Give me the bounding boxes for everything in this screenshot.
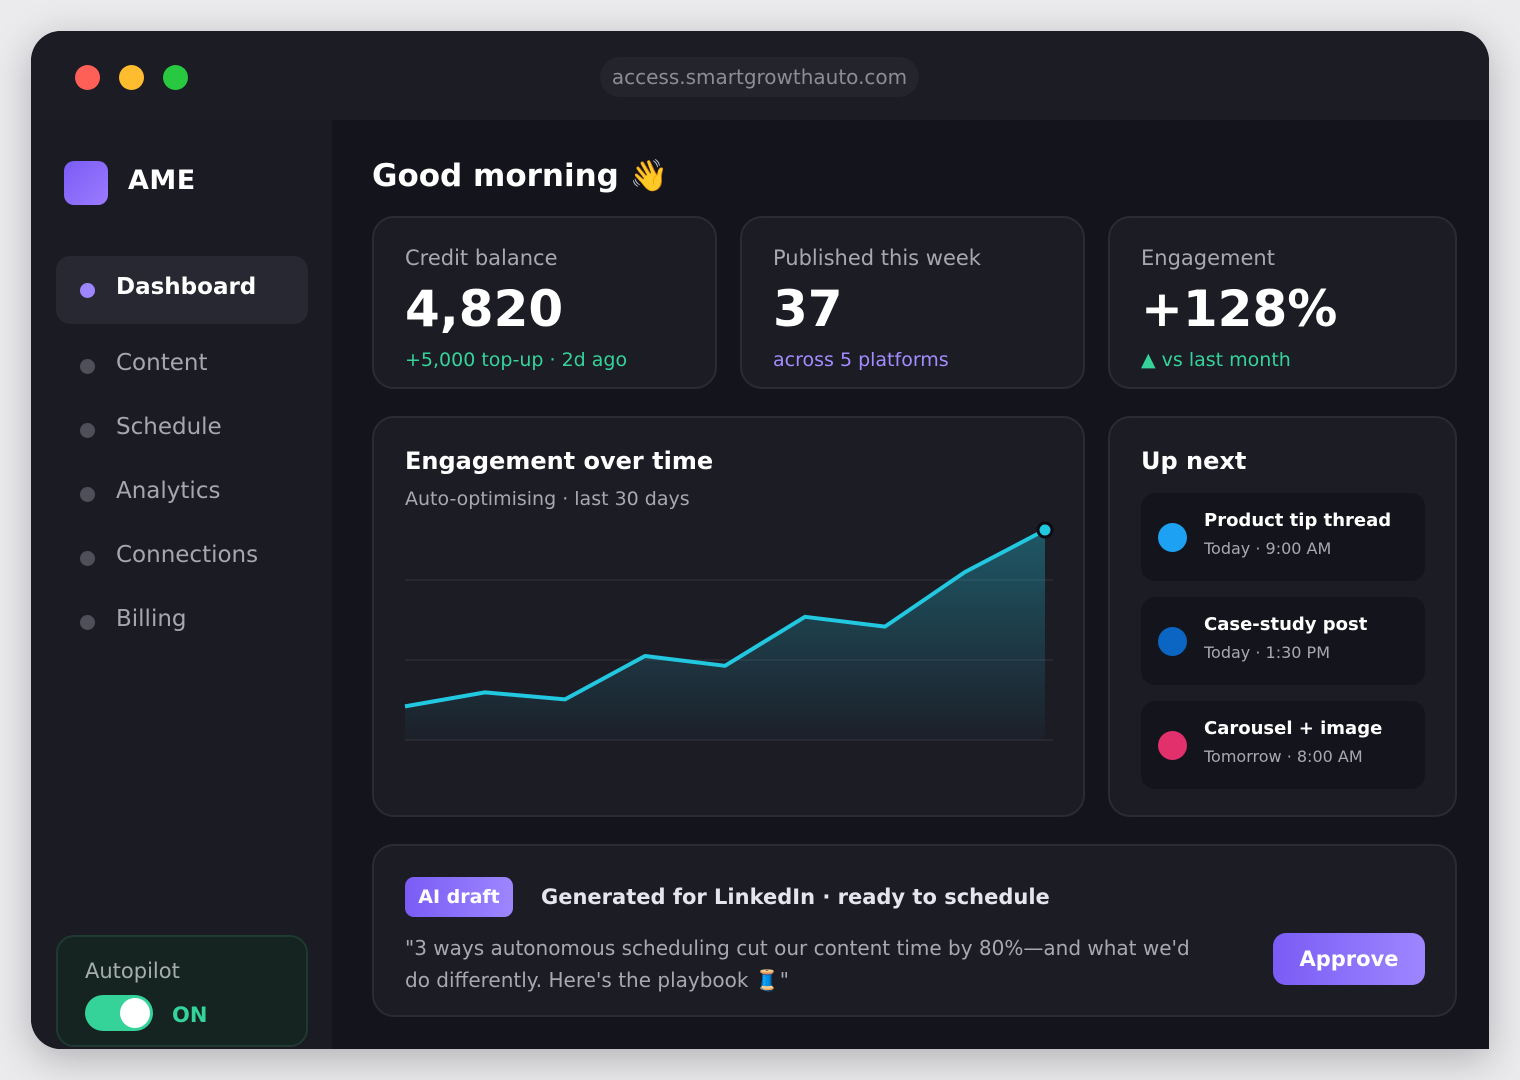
stat-label: Credit balance xyxy=(405,246,558,270)
up-next-item[interactable]: Product tip thread Today · 9:00 AM xyxy=(1141,493,1425,581)
app-logo-icon xyxy=(64,161,108,205)
nav-bullet-icon xyxy=(80,359,95,374)
up-next-item-name: Case-study post xyxy=(1204,614,1368,635)
app-window: access.smartgrowthauto.com AME Dashboard… xyxy=(31,31,1489,1049)
stat-card-credit-balance: Credit balance 4,820 +5,000 top-up · 2d … xyxy=(372,216,717,389)
stat-label: Engagement xyxy=(1141,246,1275,270)
autopilot-toggle[interactable] xyxy=(85,995,153,1031)
sidebar: AME Dashboard Content Schedule Analytics… xyxy=(31,120,332,1049)
sidebar-item-connections[interactable]: Connections xyxy=(56,524,308,592)
minimize-window-button[interactable] xyxy=(119,65,144,90)
sidebar-item-schedule[interactable]: Schedule xyxy=(56,396,308,464)
chart-series-line xyxy=(404,528,1046,709)
sidebar-item-billing[interactable]: Billing xyxy=(56,588,308,656)
chart-subtitle: Auto-optimising · last 30 days xyxy=(405,488,690,510)
autopilot-state: ON xyxy=(172,1003,208,1027)
toggle-knob xyxy=(120,998,150,1028)
close-window-button[interactable] xyxy=(75,65,100,90)
platform-dot-icon xyxy=(1158,523,1187,552)
chart-latest-point xyxy=(1036,521,1054,539)
nav-bullet-icon xyxy=(80,487,95,502)
ai-draft-badge: AI draft xyxy=(405,877,513,917)
up-next-item-time: Today · 1:30 PM xyxy=(1204,643,1330,662)
maximize-window-button[interactable] xyxy=(163,65,188,90)
draft-heading: Generated for LinkedIn · ready to schedu… xyxy=(541,885,1050,909)
stat-card-engagement: Engagement +128% ▲ vs last month xyxy=(1108,216,1457,389)
sidebar-item-label: Content xyxy=(116,350,208,376)
chart-title: Engagement over time xyxy=(405,447,714,475)
nav-bullet-icon xyxy=(80,283,95,298)
sidebar-item-label: Dashboard xyxy=(116,274,257,300)
sidebar-item-label: Connections xyxy=(116,542,259,568)
nav-bullet-icon xyxy=(80,551,95,566)
up-next-item-time: Tomorrow · 8:00 AM xyxy=(1204,747,1363,766)
engagement-chart-card: Engagement over time Auto-optimising · l… xyxy=(372,416,1085,817)
stat-value: 37 xyxy=(773,280,843,338)
stat-card-published: Published this week 37 across 5 platform… xyxy=(740,216,1085,389)
brand-name: AME xyxy=(128,165,196,196)
sidebar-item-label: Schedule xyxy=(116,414,222,440)
draft-body: "3 ways autonomous scheduling cut our co… xyxy=(405,936,1190,992)
up-next-item[interactable]: Carousel + image Tomorrow · 8:00 AM xyxy=(1141,701,1425,789)
sidebar-item-content[interactable]: Content xyxy=(56,332,308,400)
up-next-item-name: Carousel + image xyxy=(1204,718,1383,739)
autopilot-panel: Autopilot ON xyxy=(56,935,308,1047)
sidebar-item-analytics[interactable]: Analytics xyxy=(56,460,308,528)
stat-subtext: ▲ vs last month xyxy=(1141,349,1291,371)
nav-bullet-icon xyxy=(80,423,95,438)
address-bar[interactable]: access.smartgrowthauto.com xyxy=(600,57,919,97)
platform-dot-icon xyxy=(1158,731,1187,760)
stat-subtext: +5,000 top-up · 2d ago xyxy=(405,349,628,371)
approve-button[interactable]: Approve xyxy=(1273,933,1425,985)
up-next-item-time: Today · 9:00 AM xyxy=(1204,539,1332,558)
autopilot-label: Autopilot xyxy=(85,959,180,983)
ai-draft-card: AI draft Generated for LinkedIn · ready … xyxy=(372,844,1457,1017)
sidebar-item-label: Billing xyxy=(116,606,187,632)
up-next-card: Up next Product tip thread Today · 9:00 … xyxy=(1108,416,1457,817)
sidebar-item-label: Analytics xyxy=(116,478,221,504)
stat-subtext: across 5 platforms xyxy=(773,349,949,371)
engagement-chart xyxy=(404,521,1054,741)
stat-value: 4,820 xyxy=(405,280,564,338)
up-next-item[interactable]: Case-study post Today · 1:30 PM xyxy=(1141,597,1425,685)
nav-bullet-icon xyxy=(80,615,95,630)
stat-label: Published this week xyxy=(773,246,981,270)
up-next-title: Up next xyxy=(1141,447,1247,475)
platform-dot-icon xyxy=(1158,627,1187,656)
stat-value: +128% xyxy=(1141,280,1338,338)
main-content: Good morning 👋 Credit balance 4,820 +5,0… xyxy=(332,120,1489,1049)
page-title: Good morning 👋 xyxy=(372,158,669,194)
title-bar: access.smartgrowthauto.com xyxy=(31,31,1489,120)
chart-area-fill xyxy=(405,530,1045,740)
up-next-item-name: Product tip thread xyxy=(1204,510,1392,531)
sidebar-item-dashboard[interactable]: Dashboard xyxy=(56,256,308,324)
